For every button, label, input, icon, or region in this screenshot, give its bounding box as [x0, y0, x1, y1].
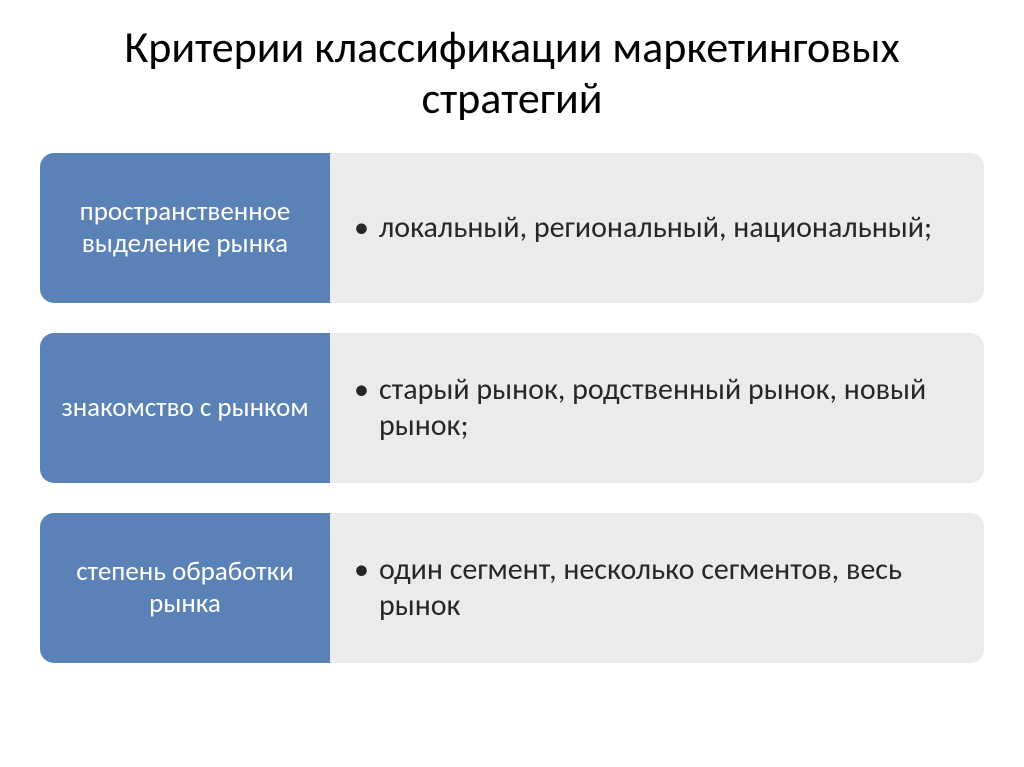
criterion-description: • старый рынок, родственный рынок, новый… — [330, 333, 984, 483]
bullet-text: локальный, региональный, национальный; — [379, 210, 932, 246]
criterion-label: степень обработки рынка — [40, 513, 330, 663]
bullet-text: один сегмент, несколько сегментов, весь … — [379, 552, 956, 624]
criteria-rows: пространственное выделение рынка • локал… — [40, 153, 984, 663]
criterion-description: • один сегмент, несколько сегментов, вес… — [330, 513, 984, 663]
bullet-item: • старый рынок, родственный рынок, новый… — [354, 372, 956, 444]
criterion-label: пространственное выделение рынка — [40, 153, 330, 303]
criteria-row: пространственное выделение рынка • локал… — [40, 153, 984, 303]
bullet-text: старый рынок, родственный рынок, новый р… — [379, 372, 956, 444]
bullet-item: • локальный, региональный, национальный; — [354, 210, 932, 246]
bullet-icon: • — [354, 552, 369, 588]
criteria-row: знакомство с рынком • старый рынок, родс… — [40, 333, 984, 483]
bullet-icon: • — [354, 372, 369, 408]
criterion-label: знакомство с рынком — [40, 333, 330, 483]
bullet-item: • один сегмент, несколько сегментов, вес… — [354, 552, 956, 624]
slide: Критерии классификации маркетинговых стр… — [0, 0, 1024, 767]
bullet-icon: • — [354, 210, 369, 246]
criterion-description: • локальный, региональный, национальный; — [330, 153, 984, 303]
criteria-row: степень обработки рынка • один сегмент, … — [40, 513, 984, 663]
slide-title: Критерии классификации маркетинговых стр… — [40, 22, 984, 123]
